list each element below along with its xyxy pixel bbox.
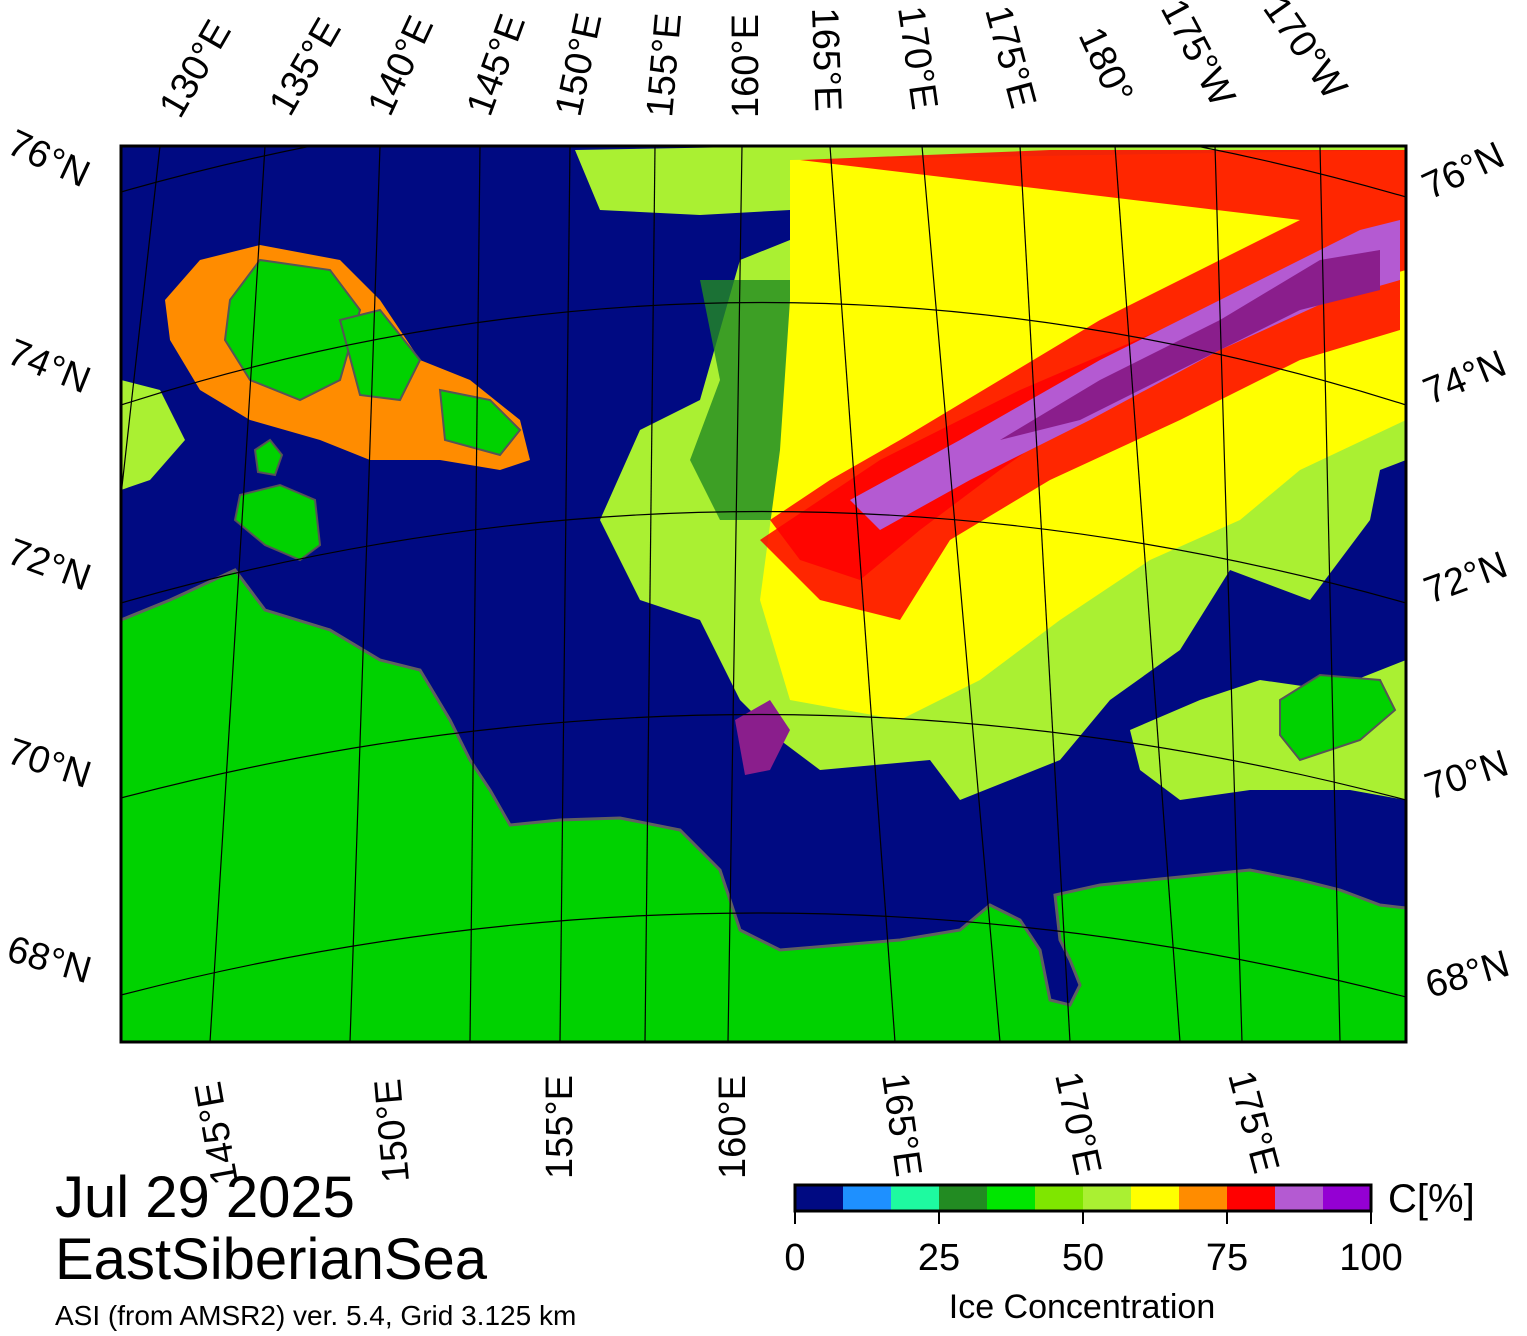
colorbar-bin	[843, 1185, 892, 1211]
ice-pack-edge-green	[690, 280, 790, 520]
top-lon-label: 155°E	[639, 12, 690, 119]
bottom-lon-label: 150°E	[367, 1077, 418, 1184]
map-frame	[119, 144, 1408, 1044]
colorbar-tick-label: 50	[1061, 1237, 1105, 1279]
colorbar-bin	[939, 1185, 988, 1211]
bottom-lon-label: 160°E	[712, 1075, 754, 1179]
colorbar-tick-label: 75	[1205, 1237, 1249, 1279]
graticule	[121, 146, 1406, 1042]
colorbar-bin	[795, 1185, 844, 1211]
colorbar-unit: C[%]	[1388, 1177, 1475, 1221]
top-lon-label: 135°E	[261, 11, 349, 122]
colorbar	[795, 1185, 1372, 1211]
map-region: EastSiberianSea	[55, 1227, 488, 1292]
island-new-siberia	[438, 388, 522, 457]
colorbar-ticks	[794, 1211, 1372, 1224]
right-lat-label: 68°N	[1421, 943, 1514, 1007]
top-lon-label: 140°E	[360, 10, 442, 122]
colorbar-bin	[1275, 1185, 1324, 1211]
top-lon-label: 160°E	[725, 14, 767, 118]
left-lat-label: 76°N	[1, 122, 96, 196]
colorbar-bin	[1035, 1185, 1084, 1211]
island-faddeyevsky	[338, 308, 422, 402]
bottom-lon-label: 170°E	[1046, 1068, 1109, 1178]
ice-pack-deep-purple	[1000, 250, 1380, 440]
island-bolshoy	[233, 483, 322, 562]
wrangel-island	[1279, 673, 1397, 762]
left-lat-label: 68°N	[3, 928, 96, 992]
top-lon-label: 180°	[1070, 21, 1141, 110]
colorbar-bin	[1323, 1185, 1372, 1211]
ice-west-edge	[121, 380, 185, 490]
top-lon-label: 130°E	[151, 13, 239, 124]
top-lon-label: 175°W	[1152, 0, 1243, 113]
ice-pack-red-band	[760, 270, 1400, 620]
bottom-lon-label: 175°E	[1219, 1066, 1286, 1177]
colorbar-tick-label: 25	[917, 1237, 961, 1279]
bottom-lon-label: 165°E	[873, 1070, 929, 1179]
colorbar-bin	[1083, 1185, 1132, 1211]
top-lon-label: 165°E	[803, 7, 849, 112]
siberian-mainland	[121, 568, 1406, 1042]
colorbar-label: Ice Concentration	[948, 1288, 1216, 1326]
colorbar-bin	[987, 1185, 1036, 1211]
right-lat-label: 74°N	[1418, 343, 1512, 414]
right-lat-label: 76°N	[1416, 134, 1511, 208]
ice-fragment-purple-south	[735, 700, 790, 775]
top-lon-label: 150°E	[548, 9, 611, 119]
left-lat-labels: 76°N 74°N 72°N 70°N 68°N	[1, 122, 96, 992]
bottom-lon-label: 155°E	[539, 1075, 581, 1179]
right-lat-label: 72°N	[1419, 544, 1513, 613]
colorbar-bin	[1179, 1185, 1228, 1211]
top-lon-labels: 130°E 135°E 140°E 145°E 150°E 155°E 160°…	[151, 0, 1354, 125]
colorbar-bin	[1227, 1185, 1276, 1211]
right-lat-labels: 76°N 74°N 72°N 70°N 68°N	[1416, 134, 1514, 1006]
colorbar-bin	[1131, 1185, 1180, 1211]
top-lon-label: 175°E	[976, 1, 1043, 112]
left-lat-label: 70°N	[2, 731, 96, 797]
map-date: Jul 29 2025	[55, 1165, 355, 1230]
colorbar-tick-label: 100	[1339, 1237, 1403, 1279]
top-lon-label: 170°W	[1255, 0, 1355, 107]
left-lat-label: 74°N	[2, 331, 96, 402]
colorbar-bin	[891, 1185, 940, 1211]
island-small	[253, 438, 284, 477]
colorbar-tick-label: 0	[784, 1237, 806, 1279]
top-lon-label: 145°E	[459, 9, 534, 121]
right-lat-label: 70°N	[1420, 742, 1514, 808]
data-source: ASI (from AMSR2) ver. 5.4, Grid 3.125 km	[55, 1300, 577, 1331]
left-lat-label: 72°N	[2, 531, 96, 600]
top-lon-label: 170°E	[889, 3, 945, 112]
